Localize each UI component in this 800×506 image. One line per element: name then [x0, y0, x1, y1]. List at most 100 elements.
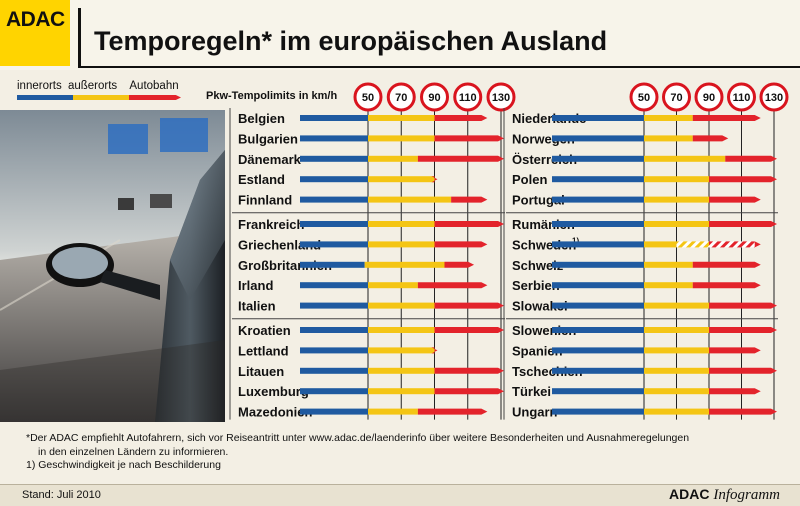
bar-ausserorts [644, 367, 709, 374]
bar-innerorts [552, 221, 644, 227]
bar-autobahn [434, 241, 488, 248]
country-label: Lettland [238, 343, 289, 358]
country-label: Luxemburg [238, 384, 309, 399]
country-label: Kroatien [238, 323, 291, 338]
bar-innerorts [552, 388, 644, 395]
bar-innerorts [300, 388, 368, 395]
tick-label-left-90: 90 [428, 92, 440, 104]
bar-autobahn [434, 388, 504, 395]
speed-sign-left-110 [453, 82, 483, 112]
country-label: Finnland [238, 193, 292, 208]
tick-label-right-70: 70 [670, 92, 682, 104]
country-label: Mazedonien [238, 405, 312, 420]
car-photo [0, 110, 225, 422]
legend-ausserorts: außerorts [67, 80, 118, 92]
country-label: Bulgarien [238, 131, 298, 146]
bar-autobahn [725, 155, 777, 162]
bar-ausserorts [368, 327, 435, 333]
tick-label-right-130: 130 [765, 92, 783, 104]
title-underline [78, 66, 800, 68]
bar-innerorts [552, 176, 644, 183]
legend-swatch-autobahn [129, 95, 181, 100]
country-label: Slowenien [512, 323, 576, 338]
country-label: Niederlande [512, 111, 586, 126]
bar-ausserorts [644, 221, 709, 227]
bar-autobahn [709, 327, 777, 333]
bar-autobahn [709, 367, 777, 374]
bar-autobahn-variable [709, 241, 755, 248]
axis-label: Pkw-Tempolimits in km/h [206, 90, 338, 102]
bar-innerorts [300, 135, 368, 142]
bar-ausserorts [368, 408, 418, 415]
bar-ausserorts [644, 388, 709, 395]
country-label: Italien [238, 299, 276, 314]
bar-innerorts [300, 408, 368, 415]
tick-label-right-110: 110 [733, 92, 751, 104]
country-label: Schweden [512, 237, 576, 252]
tick-label-left-50: 50 [362, 92, 374, 104]
speed-sign-right-90 [694, 82, 724, 112]
bar-innerorts [552, 327, 644, 333]
bar-innerorts [300, 155, 368, 162]
bar-innerorts [552, 241, 644, 248]
country-label: Österreich [512, 152, 577, 167]
legend-innerorts: innerorts [17, 80, 62, 92]
bar-ausserorts [644, 115, 693, 121]
bar-innerorts [552, 408, 644, 415]
bar-autobahn [417, 155, 504, 162]
bar-autobahn [709, 176, 777, 183]
bar-innerorts [552, 367, 644, 374]
bar-ausserorts [368, 347, 435, 354]
bar-autobahn [709, 347, 761, 354]
bar-innerorts [300, 261, 365, 268]
country-label: Norwegen [512, 131, 575, 146]
tick-label-left-70: 70 [395, 92, 407, 104]
bar-autobahn [709, 221, 777, 227]
speed-sign-right-130 [759, 82, 789, 112]
bar-ausserorts [644, 241, 677, 248]
bar-ausserorts [368, 282, 418, 289]
brand-mark: ADAC Infogramm [669, 486, 780, 504]
country-label: Frankreich [238, 217, 305, 232]
bar-ausserorts-variable [676, 241, 709, 248]
stand-date: Stand: Juli 2010 [22, 489, 101, 501]
tick-label-right-90: 90 [703, 92, 715, 104]
speed-sign-left-70 [386, 82, 416, 112]
country-label: Estland [238, 172, 285, 187]
bar-autobahn [434, 221, 504, 227]
bar-ausserorts [368, 388, 435, 395]
bar-autobahn [431, 176, 438, 183]
bar-ausserorts [368, 241, 435, 248]
bar-autobahn [709, 302, 777, 309]
footnote-line-3: 1) Geschwindigkeit je nach Beschilderung [26, 459, 221, 471]
bar-autobahn [692, 261, 761, 268]
legend: innerorts außerorts Autobahn [17, 80, 182, 92]
country-label: Griechenland [238, 237, 321, 252]
bar-innerorts [300, 302, 368, 309]
bar-innerorts [300, 241, 368, 248]
tick-label-left-110: 110 [459, 92, 477, 104]
bar-autobahn [434, 115, 488, 121]
bar-ausserorts [644, 408, 709, 415]
bar-innerorts [552, 155, 644, 162]
bar-autobahn [417, 408, 488, 415]
country-label: Serbien [512, 278, 560, 293]
country-label: Spanien [512, 343, 563, 358]
footnote: *Der ADAC empfiehlt Autofahrern, sich vo… [26, 432, 786, 473]
bar-ausserorts [368, 135, 435, 142]
bar-autobahn [444, 261, 475, 268]
country-label: Polen [512, 172, 547, 187]
footnote-line-2: in den einzelnen Ländern zu informieren. [38, 445, 229, 458]
bar-innerorts [300, 115, 368, 121]
bar-innerorts [300, 327, 368, 333]
header-band [0, 0, 800, 70]
country-label: Litauen [238, 364, 284, 379]
bar-autobahn [692, 282, 761, 289]
bar-ausserorts [368, 155, 418, 162]
bar-innerorts [300, 176, 368, 183]
country-label: Ungarn [512, 405, 558, 420]
bar-ausserorts [368, 196, 452, 203]
legend-autobahn: Autobahn [129, 80, 179, 92]
